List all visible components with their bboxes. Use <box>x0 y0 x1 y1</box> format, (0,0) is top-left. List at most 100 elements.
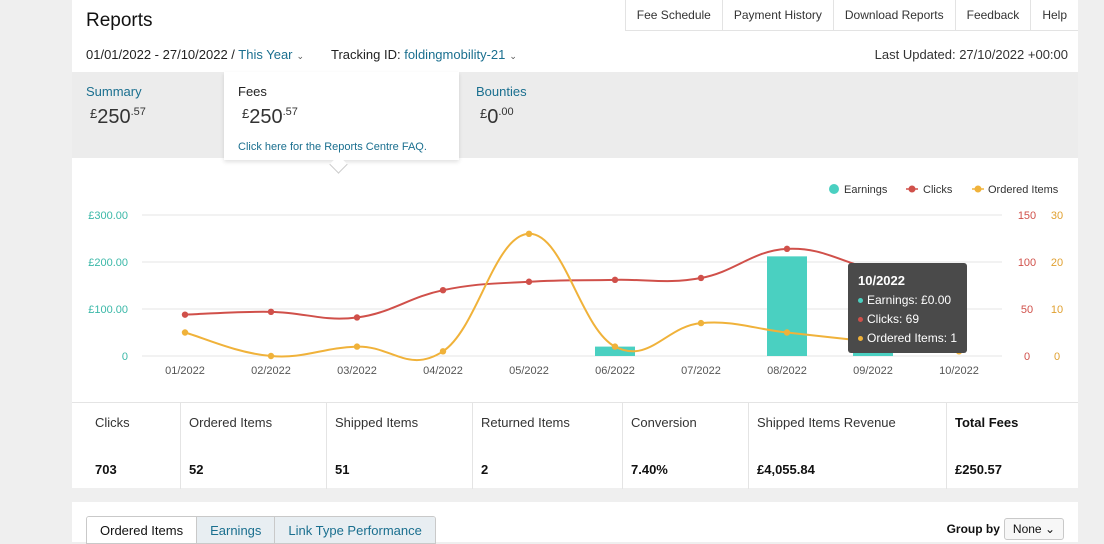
metric-returned-items: Returned Items 2 <box>472 403 623 489</box>
fee-schedule-link[interactable]: Fee Schedule <box>626 0 723 30</box>
metric-value: £4,055.84 <box>757 462 815 477</box>
download-reports-link[interactable]: Download Reports <box>834 0 956 30</box>
feedback-link[interactable]: Feedback <box>956 0 1032 30</box>
tab-fees-value: £250.57 <box>242 106 298 129</box>
tracking-id-selector[interactable]: Tracking ID: foldingmobility-21 ⌄ <box>331 47 517 62</box>
tab-fees-label: Fees <box>238 84 267 99</box>
tab-bounties[interactable]: Bounties £0.00 <box>462 72 662 158</box>
x-tick-label: 01/2022 <box>165 365 205 377</box>
legend-earnings-marker <box>829 184 839 194</box>
tracking-id-label: Tracking ID: <box>331 47 401 62</box>
date-range-selector[interactable]: 01/01/2022 - 27/10/2022 / This Year ⌄ <box>86 47 304 62</box>
chevron-down-icon: ⌄ <box>296 51 305 61</box>
tracking-id-value: foldingmobility-21 <box>404 47 506 62</box>
metric-total-fees: Total Fees £250.57 <box>946 403 1078 489</box>
metric-ordered-items: Ordered Items 52 <box>180 403 327 489</box>
y-right-1-tick-label: 0 <box>1024 351 1030 363</box>
chart-tooltip: 10/2022 Earnings: £0.00 Clicks: 69 Order… <box>848 263 967 353</box>
value-whole: 250 <box>97 106 131 128</box>
y-right-2-tick-label: 20 <box>1051 257 1063 269</box>
y-right-1-tick-label: 100 <box>1018 257 1036 269</box>
tab-earnings[interactable]: Earnings <box>197 517 276 543</box>
top-links: Fee Schedule Payment History Download Re… <box>624 0 1078 31</box>
ordered-items-line <box>184 232 960 362</box>
group-by-label: Group by <box>946 522 1000 536</box>
legend-ordered-label: Ordered Items <box>988 184 1059 196</box>
ordered-items-point <box>525 230 533 237</box>
currency-symbol: £ <box>90 106 98 121</box>
tab-fees[interactable]: Fees £250.57 Click here for the Reports … <box>224 72 459 160</box>
tooltip-title: 10/2022 <box>858 273 905 288</box>
reports-card: Reports Fee Schedule Payment History Dow… <box>72 0 1078 489</box>
y-right-1-tick-label: 50 <box>1021 304 1033 316</box>
y-right-2-tick-label: 30 <box>1051 210 1063 222</box>
payment-history-link[interactable]: Payment History <box>723 0 834 30</box>
x-tick-label: 10/2022 <box>939 365 979 377</box>
metric-label: Conversion <box>631 415 697 430</box>
metric-shipped-items: Shipped Items 51 <box>326 403 473 489</box>
value-decimal: .57 <box>282 106 298 118</box>
details-card: Ordered Items Earnings Link Type Perform… <box>72 502 1078 544</box>
legend-ordered-marker <box>974 185 982 193</box>
metric-clicks: Clicks 703 <box>86 403 181 489</box>
x-tick-label: 04/2022 <box>423 365 463 377</box>
tab-ordered-items[interactable]: Ordered Items <box>87 517 198 543</box>
ordered-items-point <box>783 329 791 336</box>
tab-link-type-performance[interactable]: Link Type Performance <box>275 517 435 543</box>
group-by-value: None <box>1012 522 1042 536</box>
page-title: Reports <box>86 10 153 31</box>
earnings-bar <box>767 256 807 356</box>
value-whole: 0 <box>487 106 499 128</box>
x-tick-label: 03/2022 <box>337 365 377 377</box>
x-tick-label: 02/2022 <box>251 365 291 377</box>
chevron-down-icon: ⌄ <box>1044 522 1055 536</box>
metric-label: Shipped Items Revenue <box>757 415 896 430</box>
x-tick-label: 09/2022 <box>853 365 893 377</box>
legend-clicks-label: Clicks <box>923 184 953 196</box>
metric-label: Total Fees <box>955 415 1019 430</box>
metric-label: Clicks <box>95 415 130 430</box>
ordered-items-point <box>439 348 447 355</box>
y-right-1-tick-label: 150 <box>1018 210 1036 222</box>
tooltip-earnings: Earnings: £0.00 <box>858 293 951 307</box>
metric-value: £250.57 <box>955 462 1002 477</box>
detail-tabs: Ordered Items Earnings Link Type Perform… <box>86 516 436 544</box>
metric-value: 51 <box>335 462 350 477</box>
group-by-select[interactable]: None ⌄ <box>1003 518 1064 540</box>
y-left-tick-label: £200.00 <box>88 257 128 269</box>
metric-conversion: Conversion 7.40% <box>622 403 749 489</box>
faq-link[interactable]: Click here for the Reports Centre FAQ. <box>238 141 427 153</box>
x-tick-label: 05/2022 <box>509 365 549 377</box>
tab-bounties-value: £0.00 <box>480 106 514 129</box>
stat-tabs: Summary £250.57 Fees £250.57 Click here … <box>72 72 1078 160</box>
ordered-items-point <box>353 343 361 350</box>
tab-bounties-label: Bounties <box>476 84 527 99</box>
ordered-items-point <box>267 352 275 360</box>
clicks-point <box>181 311 189 318</box>
date-range-text: 01/01/2022 - 27/10/2022 / <box>86 47 235 62</box>
metric-value: 52 <box>189 462 204 477</box>
metric-label: Returned Items <box>481 415 570 430</box>
tab-summary[interactable]: Summary £250.57 <box>72 72 222 158</box>
clicks-point <box>353 314 361 321</box>
currency-symbol: £ <box>242 106 250 121</box>
legend-earnings-label: Earnings <box>844 184 888 196</box>
x-tick-label: 06/2022 <box>595 365 635 377</box>
currency-symbol: £ <box>480 106 488 121</box>
metric-shipped-revenue: Shipped Items Revenue £4,055.84 <box>748 403 947 489</box>
clicks-point <box>439 287 447 294</box>
ordered-items-point <box>611 343 619 350</box>
y-left-tick-label: 0 <box>122 351 128 363</box>
last-updated-text: Last Updated: 27/10/2022 +00:00 <box>874 47 1068 62</box>
x-tick-label: 07/2022 <box>681 365 721 377</box>
date-preset-link[interactable]: This Year <box>238 47 293 62</box>
tooltip-clicks: Clicks: 69 <box>858 312 919 326</box>
metric-value: 7.40% <box>631 462 668 477</box>
clicks-line <box>184 247 960 320</box>
tab-summary-value: £250.57 <box>90 106 146 129</box>
metrics-table: Clicks 703 Ordered Items 52 Shipped Item… <box>72 402 1078 489</box>
clicks-point <box>783 245 791 253</box>
clicks-point <box>267 308 275 316</box>
help-link[interactable]: Help <box>1042 8 1067 22</box>
value-decimal: .57 <box>130 106 146 118</box>
